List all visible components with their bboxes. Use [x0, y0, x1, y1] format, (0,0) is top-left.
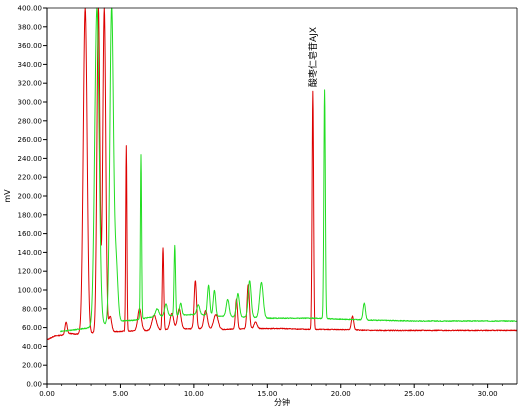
y-tick-label: 80.00 — [22, 305, 42, 313]
y-tick-label: 320.00 — [18, 80, 43, 88]
y-tick-label: 200.00 — [18, 193, 43, 201]
y-tick-label: 240.00 — [18, 155, 43, 163]
y-tick-label: 100.00 — [18, 287, 43, 295]
x-tick-label: 15.00 — [257, 390, 277, 398]
x-tick-label: 30.00 — [478, 390, 498, 398]
y-tick-label: 380.00 — [18, 23, 43, 31]
x-tick-label: 0.00 — [39, 390, 55, 398]
x-tick-label: 10.00 — [184, 390, 204, 398]
y-tick-label: 400.00 — [18, 5, 43, 13]
y-tick-label: 260.00 — [18, 136, 43, 144]
x-ticks: 0.00 5.00 10.00 15.00 20.00 25.00 30.00 — [39, 384, 503, 398]
y-tick-label: 120.00 — [18, 268, 43, 276]
y-ticks: 0.00 20.00 40.00 60.00 80.00 100.00 120.00 140.… — [18, 5, 47, 389]
y-axis-label: mV — [3, 189, 12, 203]
y-tick-label: 40.00 — [22, 343, 42, 351]
x-tick-label: 25.00 — [404, 390, 424, 398]
y-tick-label: 160.00 — [18, 230, 43, 238]
series-layer — [46, 7, 518, 341]
y-tick-label: 140.00 — [18, 249, 43, 257]
y-tick-label: 220.00 — [18, 174, 43, 182]
annotations: 酸枣仁皂苷AJX — [307, 27, 319, 87]
y-tick-label: 60.00 — [22, 324, 42, 332]
series-line-red — [46, 7, 518, 341]
peak-annotation: 酸枣仁皂苷AJX — [307, 27, 319, 87]
y-tick-label: 340.00 — [18, 61, 43, 69]
y-tick-label: 20.00 — [22, 362, 42, 370]
x-tick-label: 5.00 — [113, 390, 129, 398]
y-tick-label: 180.00 — [18, 211, 43, 219]
y-tick-label: 300.00 — [18, 99, 43, 107]
x-axis-label: 分钟 — [274, 397, 290, 407]
series-line-green — [60, 7, 518, 333]
y-tick-label: 360.00 — [18, 42, 43, 50]
y-tick-label: 280.00 — [18, 117, 43, 125]
x-tick-label: 20.00 — [331, 390, 351, 398]
y-tick-label: 0.00 — [26, 381, 42, 389]
